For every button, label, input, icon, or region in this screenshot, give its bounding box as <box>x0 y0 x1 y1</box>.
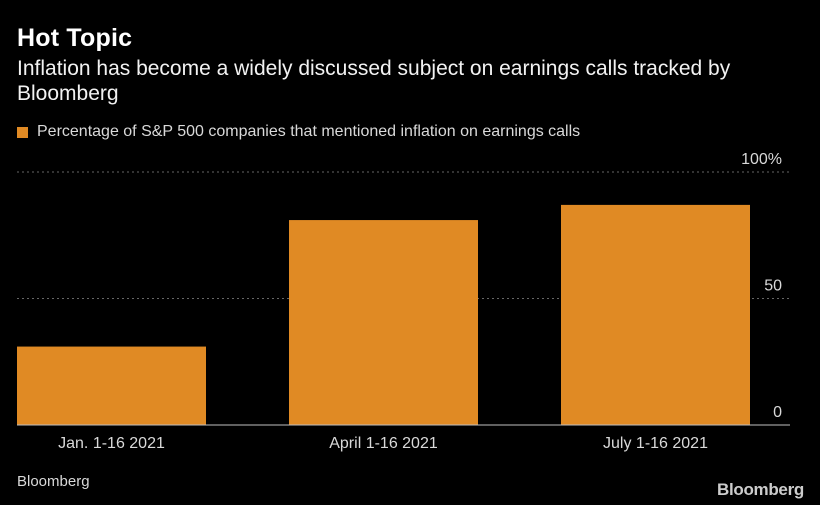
chart-title: Hot Topic <box>17 24 133 52</box>
bar <box>289 220 478 425</box>
source-label: Bloomberg <box>17 473 90 490</box>
legend-swatch <box>17 126 28 138</box>
bar <box>17 346 206 425</box>
x-tick-label: July 1-16 2021 <box>603 435 708 452</box>
legend: Percentage of S&P 500 companies that men… <box>17 123 580 141</box>
legend-label: Percentage of S&P 500 companies that men… <box>37 123 581 140</box>
chart-subtitle: Inflation has become a widely discussed … <box>17 57 731 105</box>
x-tick-label: April 1-16 2021 <box>329 435 438 452</box>
y-tick-label: 0 <box>773 404 782 421</box>
y-tick-label: 100% <box>741 151 782 168</box>
bar <box>561 204 750 425</box>
y-tick-label: 50 <box>764 278 782 295</box>
x-tick-label: Jan. 1-16 2021 <box>58 435 165 452</box>
bloomberg-logo: Bloomberg <box>716 480 804 499</box>
bar-chart: 0 50 100% Jan. 1-16 2021 April 1-16 2021 July… <box>17 151 790 452</box>
